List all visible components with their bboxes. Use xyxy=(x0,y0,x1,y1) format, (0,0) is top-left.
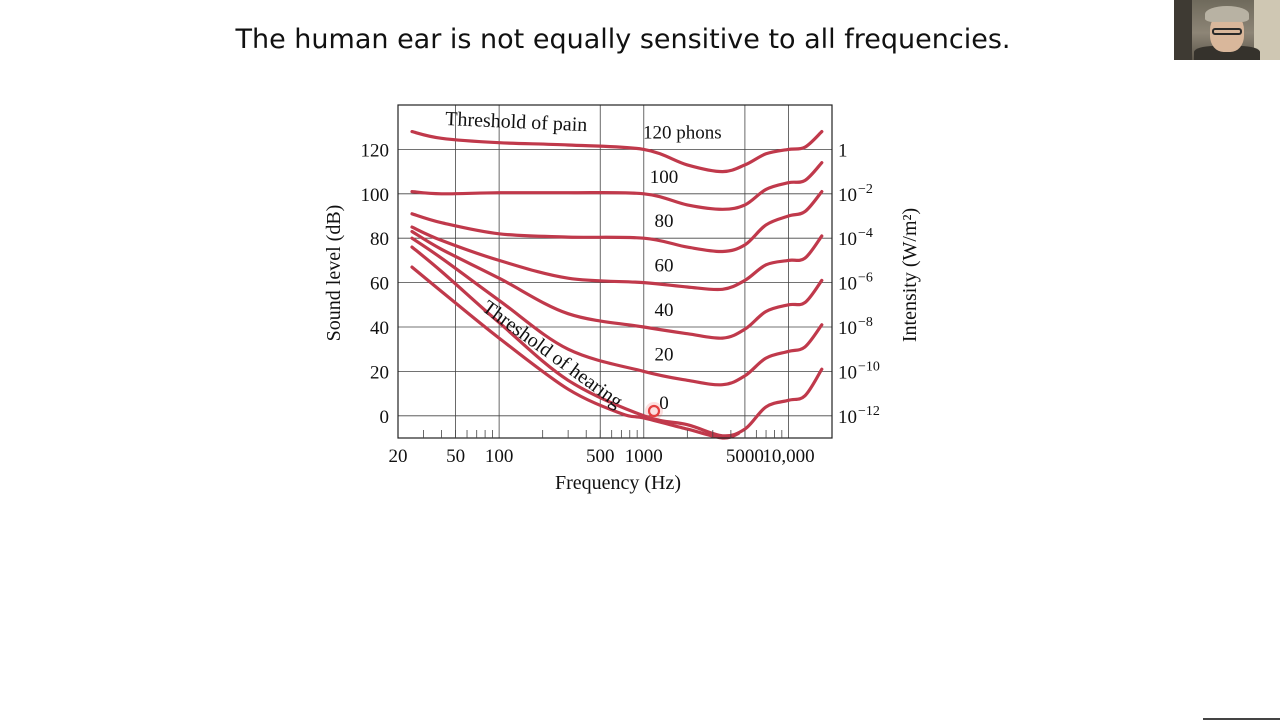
laser-pointer-icon xyxy=(647,404,661,418)
y2-tick-label: 10−6 xyxy=(838,271,873,295)
y-tick-label: 100 xyxy=(361,185,390,206)
y-tick-label: 120 xyxy=(361,140,390,161)
y2-tick-label: 1 xyxy=(838,140,848,161)
phon-curve-40 xyxy=(410,229,824,340)
y-axis-label: Sound level (dB) xyxy=(323,205,345,342)
x-tick-label: 20 xyxy=(389,446,408,467)
slide-title: The human ear is not equally sensitive t… xyxy=(235,24,1011,55)
phon-curve-0 xyxy=(410,245,824,438)
curve-label: 100 xyxy=(650,167,679,188)
y-tick-label: 60 xyxy=(370,274,389,295)
y-tick-label: 0 xyxy=(380,407,390,428)
plot-frame xyxy=(397,104,833,439)
y2-tick-label: 10−4 xyxy=(838,226,873,250)
frame-layer xyxy=(397,104,833,439)
phon-curve-80 xyxy=(410,190,824,254)
y2-axis-label: Intensity (W/m²) xyxy=(899,208,921,342)
x-tick-label: 10,000 xyxy=(762,446,814,467)
y2-tick-label: 10−12 xyxy=(838,404,880,428)
phon-curve-100 xyxy=(410,161,824,211)
x-tick-label: 1000 xyxy=(625,446,663,467)
y2-tick-label: 10−8 xyxy=(838,315,873,339)
presenter-glasses-icon xyxy=(1212,28,1242,35)
x-axis-label: Frequency (Hz) xyxy=(555,472,681,494)
phon-curve-120 xyxy=(410,130,824,174)
curve-layer xyxy=(410,130,824,440)
phon-curve-60 xyxy=(410,225,824,292)
curve-label: 20 xyxy=(655,344,674,365)
bookshelf-background xyxy=(1174,0,1192,60)
x-tick-label: 100 xyxy=(485,446,514,467)
presenter-cap-icon xyxy=(1205,6,1249,22)
laser-pointer-glow xyxy=(645,402,663,420)
curve-label: 40 xyxy=(655,300,674,321)
y-tick-label: 80 xyxy=(370,229,389,250)
curve-label: 80 xyxy=(655,211,674,232)
curve-label: 120 phons xyxy=(643,122,722,143)
threshold-of-pain-label: Threshold of pain xyxy=(445,108,588,136)
curve-label: 60 xyxy=(655,256,674,277)
webcam-video-thumbnail xyxy=(1174,0,1280,60)
x-tick-label: 500 xyxy=(586,446,615,467)
curve-label: 0 xyxy=(659,393,669,414)
corner-divider xyxy=(1203,718,1280,720)
y2-tick-label: 10−10 xyxy=(838,359,880,383)
y2-tick-label: 10−2 xyxy=(838,182,873,206)
y-tick-label: 40 xyxy=(370,318,389,339)
x-tick-label: 5000 xyxy=(726,446,764,467)
x-tick-label: 50 xyxy=(446,446,465,467)
phon-curve-hearing-threshold xyxy=(410,265,740,440)
phon-curve-20 xyxy=(410,236,824,387)
y-tick-label: 20 xyxy=(370,362,389,383)
threshold-of-hearing-label: Threshold of hearing xyxy=(478,296,627,412)
presenter-shoulders xyxy=(1194,46,1260,60)
